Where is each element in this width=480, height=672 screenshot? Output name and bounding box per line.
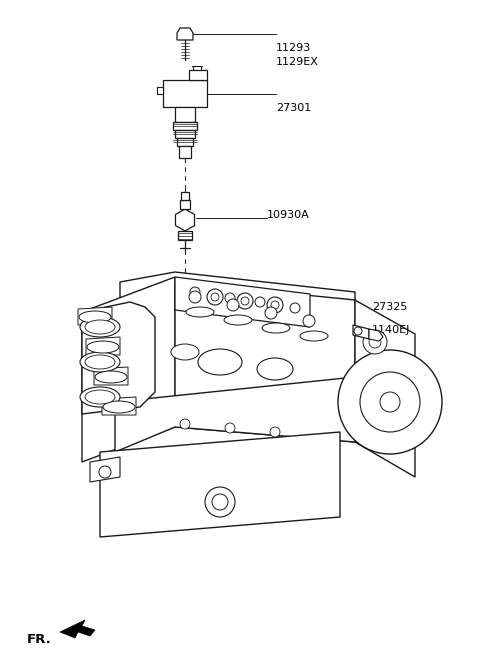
Text: FR.: FR. bbox=[26, 633, 51, 646]
Polygon shape bbox=[175, 130, 195, 138]
Text: 1129EX: 1129EX bbox=[276, 57, 319, 67]
Ellipse shape bbox=[87, 341, 119, 353]
Polygon shape bbox=[179, 146, 191, 158]
Circle shape bbox=[211, 293, 219, 301]
Circle shape bbox=[270, 427, 280, 437]
Ellipse shape bbox=[80, 317, 120, 337]
Circle shape bbox=[207, 289, 223, 305]
Circle shape bbox=[290, 303, 300, 313]
Ellipse shape bbox=[80, 387, 120, 407]
Ellipse shape bbox=[300, 331, 328, 341]
Circle shape bbox=[227, 299, 239, 311]
Ellipse shape bbox=[85, 390, 115, 404]
Circle shape bbox=[255, 297, 265, 307]
Circle shape bbox=[241, 297, 249, 305]
Text: 27325: 27325 bbox=[372, 302, 408, 312]
Circle shape bbox=[190, 287, 200, 297]
Polygon shape bbox=[355, 300, 415, 477]
Ellipse shape bbox=[198, 349, 242, 375]
Text: 1140EJ: 1140EJ bbox=[372, 325, 410, 335]
Circle shape bbox=[360, 372, 420, 432]
Polygon shape bbox=[86, 337, 120, 355]
Circle shape bbox=[205, 487, 235, 517]
Ellipse shape bbox=[79, 311, 111, 323]
Ellipse shape bbox=[95, 371, 127, 383]
Polygon shape bbox=[175, 282, 355, 442]
Polygon shape bbox=[178, 231, 192, 240]
Circle shape bbox=[271, 301, 279, 309]
Polygon shape bbox=[102, 397, 136, 415]
Circle shape bbox=[189, 291, 201, 303]
Polygon shape bbox=[163, 80, 207, 107]
Circle shape bbox=[265, 307, 277, 319]
Polygon shape bbox=[100, 432, 340, 537]
Polygon shape bbox=[176, 209, 194, 231]
Polygon shape bbox=[82, 302, 155, 414]
Polygon shape bbox=[189, 70, 207, 80]
Polygon shape bbox=[353, 325, 369, 339]
Polygon shape bbox=[78, 307, 112, 325]
Polygon shape bbox=[120, 272, 355, 342]
Ellipse shape bbox=[171, 344, 199, 360]
Circle shape bbox=[380, 392, 400, 412]
Ellipse shape bbox=[85, 320, 115, 334]
Polygon shape bbox=[173, 122, 197, 130]
Circle shape bbox=[303, 315, 315, 327]
Polygon shape bbox=[177, 138, 193, 146]
Polygon shape bbox=[115, 377, 355, 452]
Circle shape bbox=[237, 293, 253, 309]
Circle shape bbox=[354, 327, 362, 335]
Polygon shape bbox=[180, 200, 190, 209]
Circle shape bbox=[225, 423, 235, 433]
Circle shape bbox=[267, 297, 283, 313]
Text: 27301: 27301 bbox=[276, 103, 311, 112]
Circle shape bbox=[363, 330, 387, 354]
Circle shape bbox=[180, 419, 190, 429]
Circle shape bbox=[369, 336, 381, 348]
Polygon shape bbox=[60, 620, 95, 638]
Polygon shape bbox=[90, 457, 120, 482]
Circle shape bbox=[99, 466, 111, 478]
Polygon shape bbox=[82, 277, 175, 462]
Polygon shape bbox=[369, 329, 383, 341]
Polygon shape bbox=[177, 28, 193, 40]
Ellipse shape bbox=[186, 307, 214, 317]
Polygon shape bbox=[94, 367, 128, 385]
Ellipse shape bbox=[85, 355, 115, 369]
Circle shape bbox=[212, 494, 228, 510]
Circle shape bbox=[338, 350, 442, 454]
Text: 10930A: 10930A bbox=[266, 210, 309, 220]
Ellipse shape bbox=[257, 358, 293, 380]
Ellipse shape bbox=[262, 323, 290, 333]
Ellipse shape bbox=[224, 315, 252, 325]
Text: 11293: 11293 bbox=[276, 43, 311, 53]
Polygon shape bbox=[157, 87, 163, 94]
Circle shape bbox=[225, 293, 235, 303]
Ellipse shape bbox=[80, 352, 120, 372]
Polygon shape bbox=[181, 192, 189, 200]
Polygon shape bbox=[175, 107, 195, 122]
Polygon shape bbox=[175, 277, 310, 327]
Ellipse shape bbox=[103, 401, 135, 413]
